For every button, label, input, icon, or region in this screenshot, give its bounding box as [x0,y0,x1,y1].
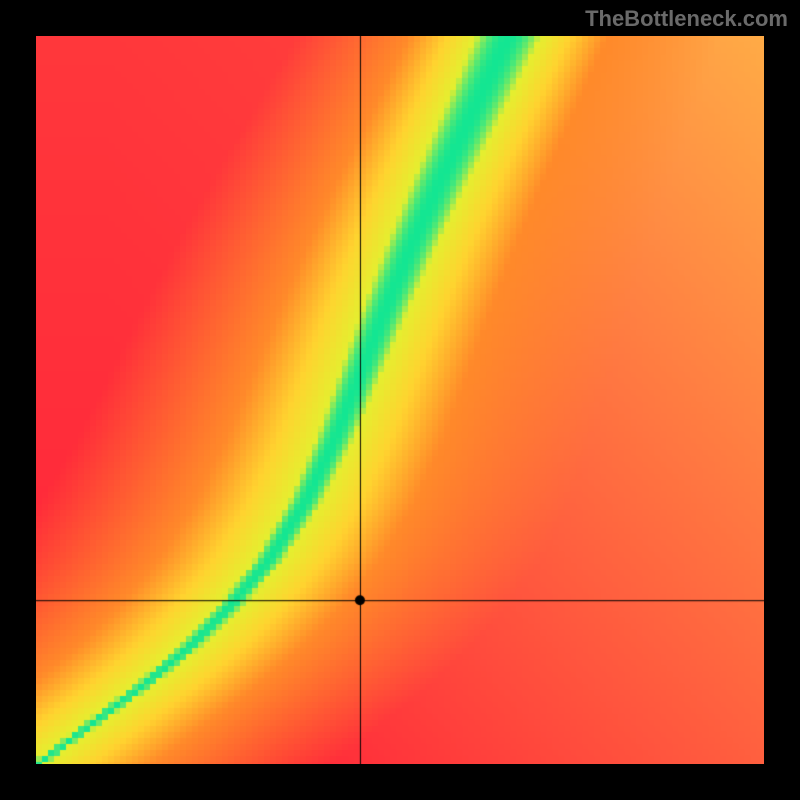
heatmap-canvas [36,36,764,764]
watermark-text: TheBottleneck.com [585,6,788,32]
chart-container: TheBottleneck.com [0,0,800,800]
heatmap-plot-area [36,36,764,764]
